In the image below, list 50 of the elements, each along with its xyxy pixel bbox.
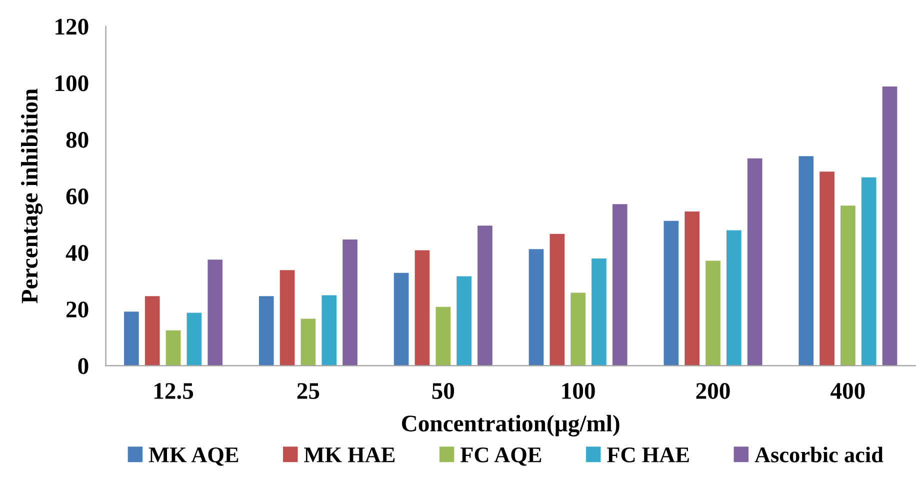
y-tick-label: 0 [78, 358, 88, 374]
bar [414, 250, 430, 366]
bar [570, 292, 586, 366]
bar [478, 226, 492, 366]
bar [166, 330, 181, 366]
bar [322, 295, 337, 366]
bar [798, 156, 814, 366]
x-tick-label: 25 [297, 383, 320, 399]
bar [882, 86, 898, 366]
legend-label: MK AQE [148, 447, 238, 466]
bar [144, 296, 160, 366]
y-tick-label: 100 [56, 75, 88, 92]
bar [456, 276, 472, 366]
bar [300, 318, 316, 366]
bar [861, 177, 876, 366]
x-tick-label: 200 [696, 383, 730, 399]
y-tick-label: 120 [56, 18, 88, 35]
x-tick-label: 100 [562, 383, 595, 399]
bar [436, 306, 451, 366]
legend-label: Ascorbic acid [754, 446, 884, 462]
bar [208, 260, 223, 366]
bar [684, 212, 700, 366]
bar [394, 272, 409, 366]
legend-label: FC HAE [607, 447, 689, 462]
y-tick-label: 60 [66, 188, 88, 204]
bar [528, 249, 544, 366]
bar [612, 204, 628, 366]
bar [664, 220, 679, 366]
bar [550, 234, 565, 366]
bar [592, 258, 606, 366]
bar [706, 260, 720, 366]
bar [186, 312, 202, 366]
y-tick-label: 40 [66, 245, 88, 261]
bar [258, 296, 274, 366]
legend-label: FC AQE [460, 447, 542, 466]
bar [726, 230, 742, 366]
bar [747, 158, 762, 366]
y-axis-title: Percentage inhibition [21, 88, 43, 304]
bar [342, 240, 358, 366]
bar [840, 206, 856, 366]
legend-label: MK HAE [304, 447, 395, 462]
y-tick-label: 20 [66, 302, 88, 318]
bar [820, 172, 834, 366]
y-tick-label: 80 [66, 132, 88, 148]
x-tick-label: 12.5 [154, 383, 194, 400]
bar [124, 312, 139, 366]
x-tick-label: 50 [432, 383, 454, 399]
bar [280, 270, 295, 366]
x-axis-title: Concentration(µg/ml) [402, 414, 620, 436]
x-tick-label: 400 [830, 383, 865, 399]
